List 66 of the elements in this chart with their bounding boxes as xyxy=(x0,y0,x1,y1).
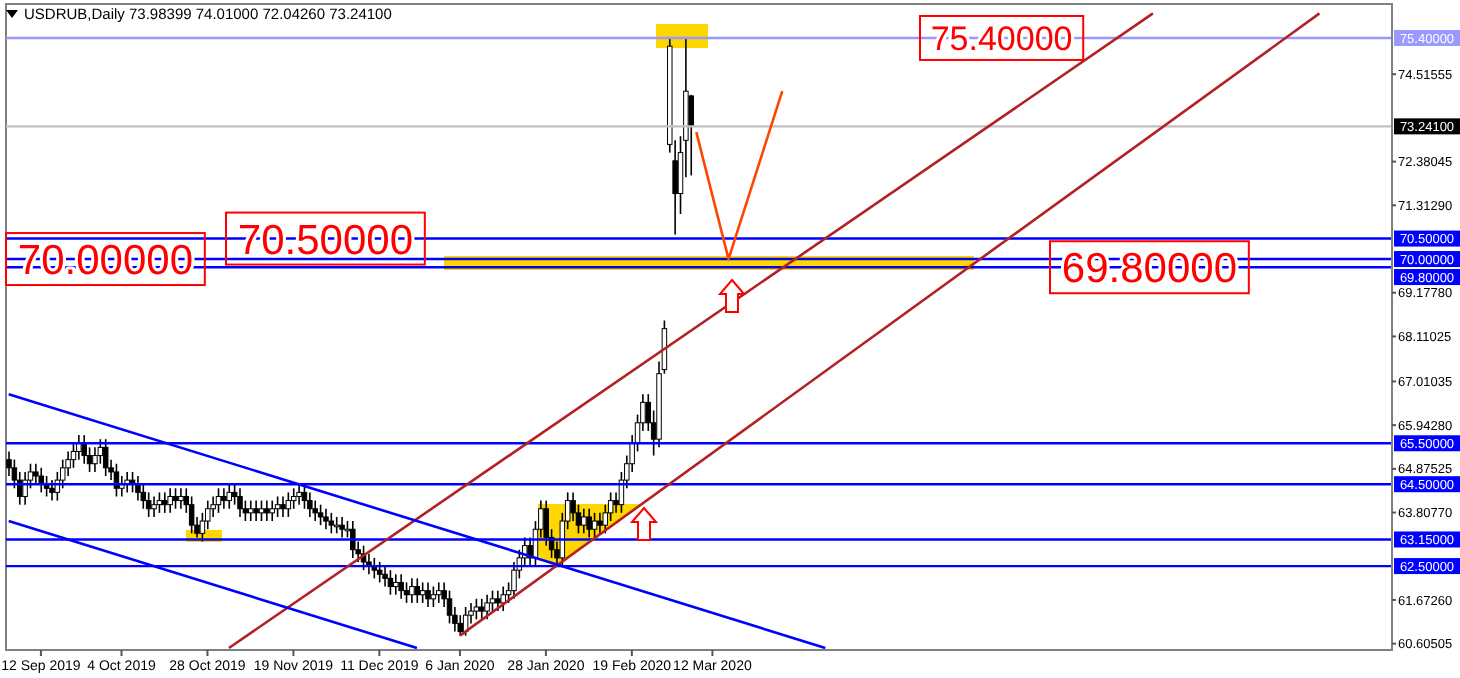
candlestick xyxy=(591,512,598,539)
candlestick xyxy=(387,569,394,596)
candlestick xyxy=(22,471,28,506)
candlestick xyxy=(425,581,431,608)
candlestick xyxy=(473,598,480,621)
candlestick xyxy=(301,483,308,510)
candlestick xyxy=(436,581,442,604)
candlestick xyxy=(317,503,324,526)
candlestick xyxy=(403,581,410,604)
candlestick xyxy=(339,516,345,539)
candlestick xyxy=(145,491,152,518)
candlestick xyxy=(49,479,55,502)
candlestick xyxy=(162,491,168,514)
candlestick xyxy=(237,487,243,518)
candlestick xyxy=(215,487,222,514)
candlestick xyxy=(376,561,383,584)
candlestick xyxy=(457,614,464,637)
candlestick xyxy=(393,573,399,596)
candlestick xyxy=(489,589,496,612)
candlestick xyxy=(258,499,265,522)
candlestick xyxy=(97,438,104,465)
candlestick xyxy=(430,585,437,608)
candlestick xyxy=(221,487,227,510)
candlestick xyxy=(285,491,292,518)
candlestick xyxy=(328,512,335,535)
candlestick xyxy=(172,487,179,510)
candlestick xyxy=(226,483,233,510)
candlestick xyxy=(478,598,485,621)
candlestick xyxy=(500,585,506,612)
candlestick xyxy=(414,577,421,604)
candlestick xyxy=(140,483,147,510)
candlestick xyxy=(92,446,98,473)
annotation: 75.40000 xyxy=(930,20,1073,59)
candlestick xyxy=(188,495,195,535)
candlestick xyxy=(581,507,587,535)
candlestick xyxy=(178,487,184,510)
candlestick xyxy=(253,499,259,522)
candlestick xyxy=(398,573,404,600)
candlestick xyxy=(264,499,270,522)
candlestick xyxy=(597,512,603,535)
candlestick xyxy=(409,577,415,604)
candlestick xyxy=(307,491,313,518)
candlestick xyxy=(81,434,87,465)
candlestick xyxy=(156,491,163,514)
candlestick xyxy=(274,495,281,518)
candlestick xyxy=(135,475,141,502)
candlestick xyxy=(484,593,490,621)
candlestick xyxy=(290,487,297,510)
candlestick xyxy=(296,483,302,506)
candlestick xyxy=(247,499,254,522)
candlestick xyxy=(33,462,39,485)
candlestick xyxy=(446,589,453,625)
candlestick xyxy=(167,487,173,514)
candlestick xyxy=(323,507,329,531)
candlestick xyxy=(151,495,157,518)
candlestick xyxy=(70,442,77,469)
candlestick xyxy=(312,499,318,522)
candlestick xyxy=(102,438,109,477)
candlestick xyxy=(495,589,501,612)
candlestick xyxy=(38,467,44,494)
candlestick xyxy=(586,507,592,539)
candlestick xyxy=(269,499,275,522)
candlestick xyxy=(280,495,286,518)
candlestick xyxy=(419,581,426,604)
candlestick xyxy=(462,606,469,637)
candlestick xyxy=(382,565,388,588)
